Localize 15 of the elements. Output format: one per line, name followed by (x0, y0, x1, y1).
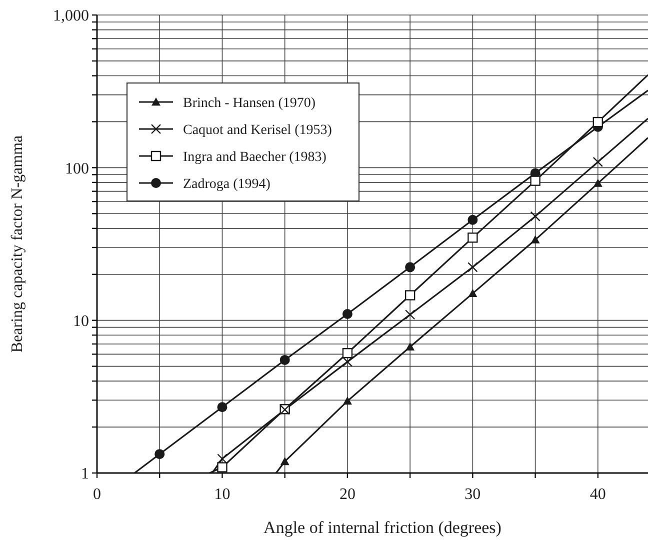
y-tick-label: 1 (81, 466, 89, 483)
legend-label: Ingra and Baecher (1983) (183, 150, 327, 165)
y-axis-title: Bearing capacity factor N-gamma (9, 135, 26, 353)
x-tick-label: 40 (590, 486, 606, 503)
x-tick-label: 0 (93, 486, 101, 503)
y-tick-label: 1,000 (53, 8, 89, 25)
x-tick-label: 10 (214, 486, 230, 503)
legend-label: Brinch - Hansen (1970) (183, 96, 316, 111)
x-tick-label: 30 (464, 486, 481, 503)
x-tick-label: 20 (339, 486, 356, 503)
x-axis-title: Angle of internal friction (degrees) (264, 518, 502, 537)
legend-label: Caquot and Kerisel (1953) (183, 122, 332, 138)
y-tick-label: 100 (65, 160, 89, 178)
y-tick-label: 10 (73, 312, 89, 330)
legend-label: Zadroga (1994) (183, 176, 271, 192)
